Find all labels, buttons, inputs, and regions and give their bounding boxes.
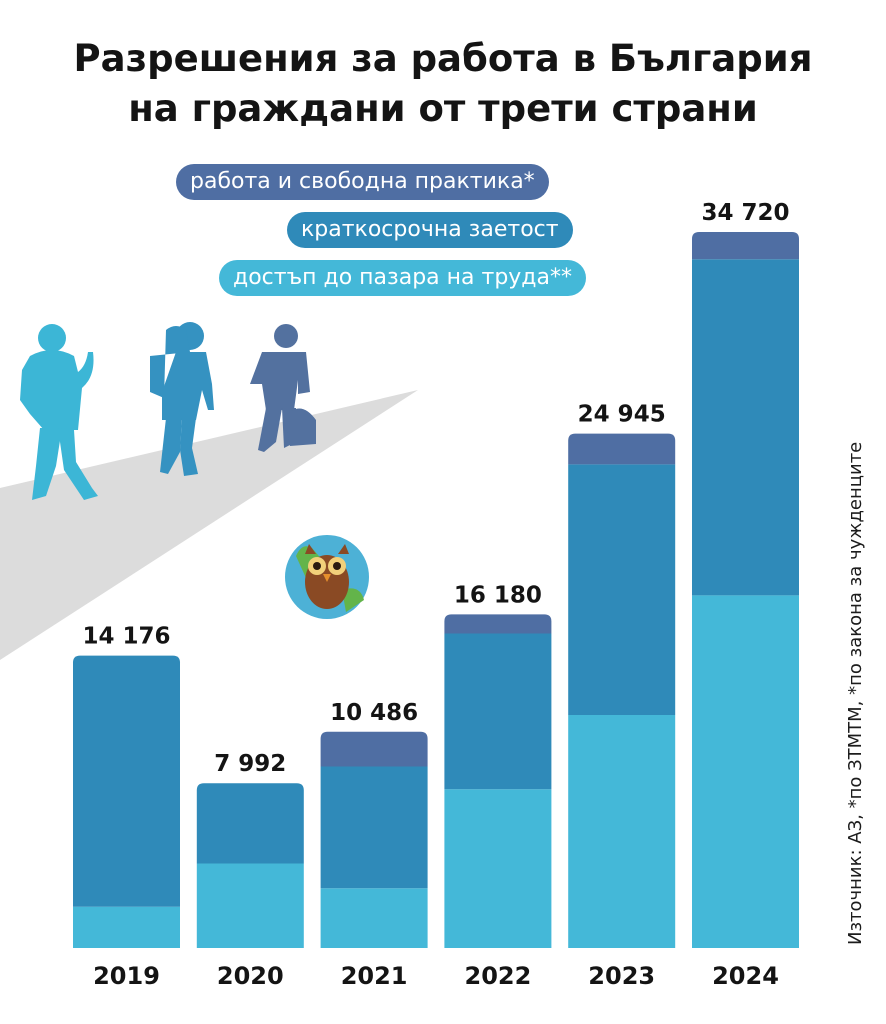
road-shape bbox=[0, 390, 418, 660]
x-tick-label-2024: 2024 bbox=[712, 962, 779, 990]
x-tick-label-2023: 2023 bbox=[588, 962, 655, 990]
bar-segment-2024-1 bbox=[692, 595, 799, 948]
hiker-person-icon bbox=[150, 322, 214, 476]
bar-segment-2020-1 bbox=[196, 863, 304, 948]
source-note: Източник: АЗ, *по ЗТМТМ, *по закона за ч… bbox=[845, 441, 866, 945]
title-line-2: на граждани от трети страни bbox=[128, 87, 758, 130]
bar-segment-2024-3 bbox=[692, 232, 799, 260]
owl-logo-icon bbox=[285, 535, 369, 619]
bar-segment-2024-2 bbox=[692, 259, 799, 596]
bar-segment-2023-1 bbox=[568, 714, 676, 948]
legend-labour-market-access: достъп до пазара на труда** bbox=[219, 260, 587, 296]
bar-segment-2020-2 bbox=[196, 783, 304, 864]
bar-segment-2021-2 bbox=[320, 766, 428, 889]
legend-short-term-employment: краткосрочна заетост bbox=[287, 212, 573, 248]
traveller-with-bag-icon bbox=[250, 324, 316, 452]
total-label-2021: 10 486 bbox=[330, 700, 418, 726]
bar-segment-2019-2 bbox=[73, 655, 180, 907]
bar-segment-2023-2 bbox=[568, 464, 676, 715]
x-tick-label-2022: 2022 bbox=[465, 962, 532, 990]
x-tick-label-2019: 2019 bbox=[93, 962, 160, 990]
chart-title: Разрешения за работа в България на гражд… bbox=[0, 34, 886, 134]
title-line-1: Разрешения за работа в България bbox=[73, 37, 813, 80]
total-label-2020: 7 992 bbox=[214, 751, 286, 777]
bar-segment-2022-2 bbox=[444, 633, 552, 790]
bar-segment-2021-1 bbox=[320, 888, 428, 948]
x-tick-label-2020: 2020 bbox=[217, 962, 284, 990]
total-label-2023: 24 945 bbox=[578, 402, 666, 428]
x-tick-label-2021: 2021 bbox=[341, 962, 408, 990]
legend-work-freelance: работа и свободна практика* bbox=[176, 164, 549, 200]
bar-segment-2021-3 bbox=[320, 731, 428, 767]
bar-plot-area: 14 176 2019 7 992 2020 10 486 2021 16 180 2022 2… bbox=[73, 200, 799, 990]
total-label-2024: 34 720 bbox=[701, 200, 789, 226]
bar-segment-2019-1 bbox=[73, 906, 180, 948]
total-label-2022: 16 180 bbox=[454, 582, 542, 608]
bar-segment-2022-3 bbox=[444, 614, 552, 634]
bar-segment-2023-3 bbox=[568, 433, 676, 465]
walking-person-icon bbox=[20, 324, 98, 500]
bar-segment-2022-1 bbox=[444, 789, 552, 948]
total-label-2019: 14 176 bbox=[82, 624, 170, 650]
